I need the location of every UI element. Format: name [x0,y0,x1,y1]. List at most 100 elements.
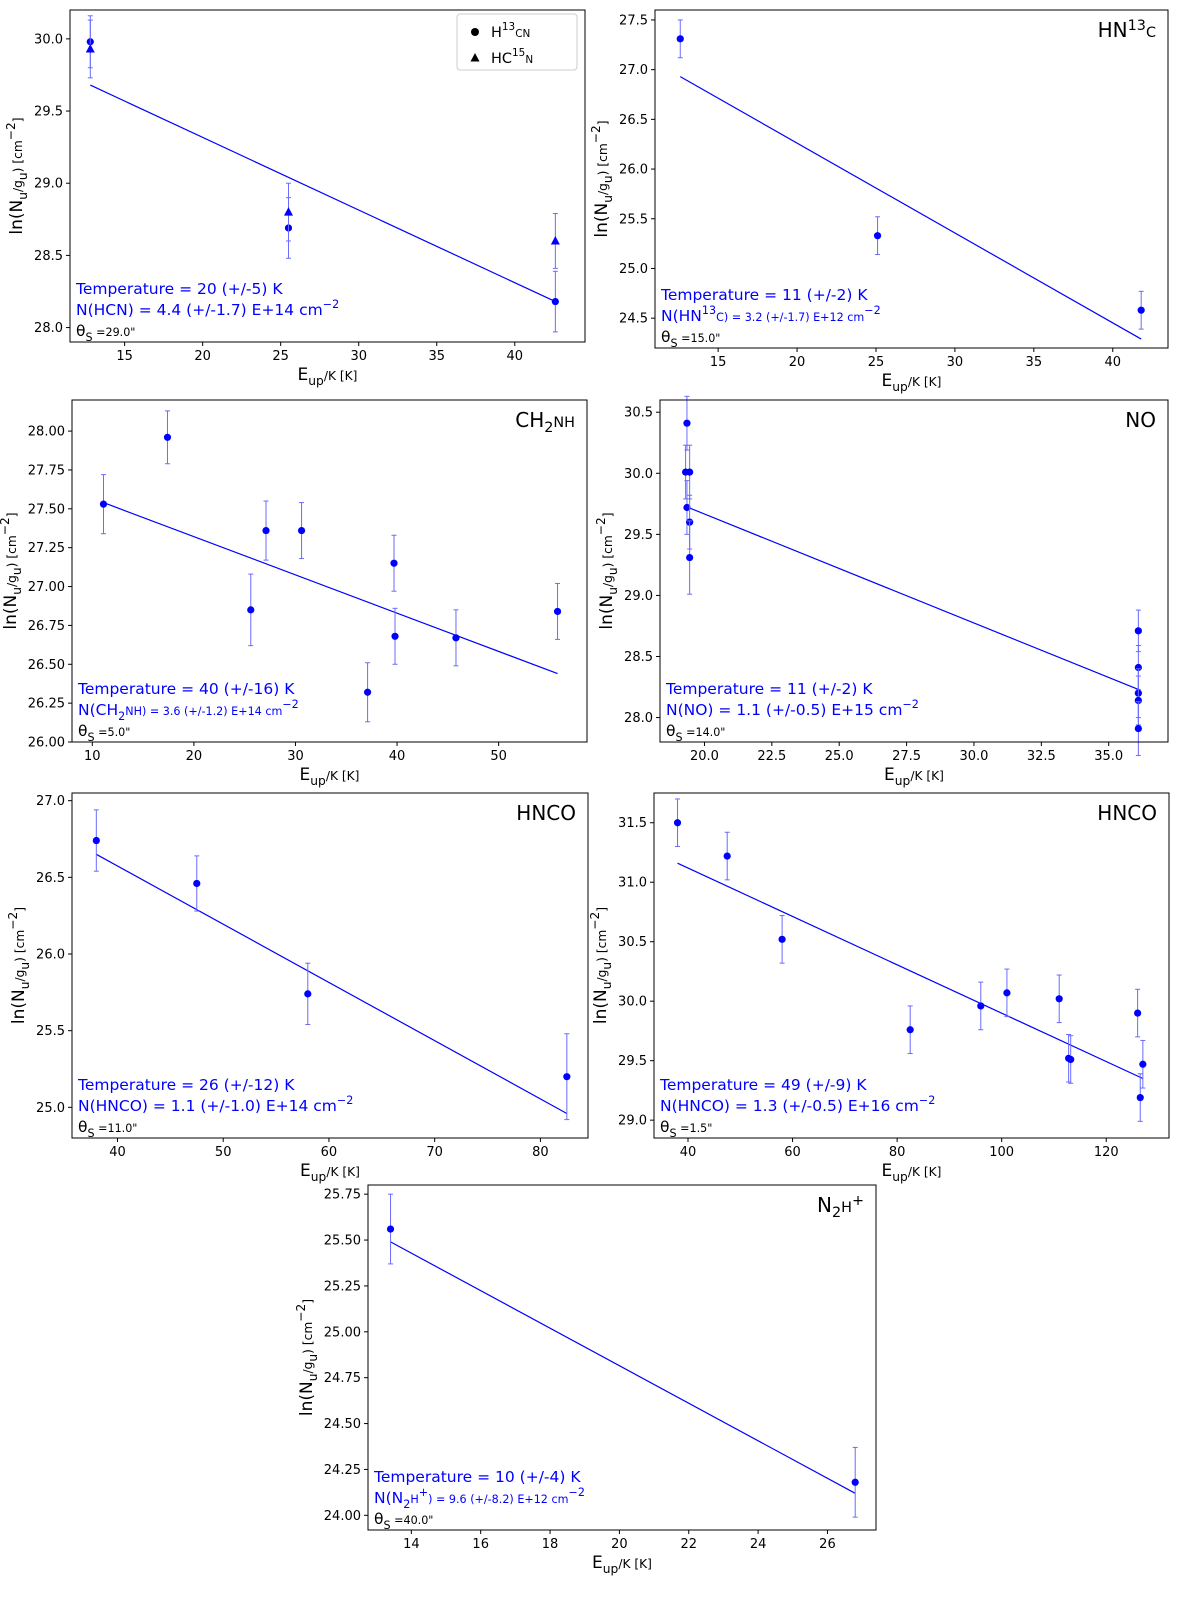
circle-marker [99,500,108,508]
x-tick-label: 40 [389,749,406,764]
x-axis-label: Eup/K [K] [298,365,358,388]
circle-marker [390,559,398,567]
data-point [193,855,201,912]
temperature-annotation: Temperature = 10 (+/-4) K [373,1468,581,1486]
circle-marker [1136,1093,1144,1102]
circle-marker [683,419,691,427]
y-tick-label: 26.75 [28,619,65,634]
x-tick-label: 26 [819,1537,836,1552]
fit-line [90,84,556,303]
y-tick-label: 31.5 [618,816,647,831]
circle-marker [778,935,786,943]
fit-line [390,1241,856,1494]
circle-marker [1055,995,1063,1003]
x-tick-label: 60 [784,1145,801,1160]
x-tick-label: 18 [542,1537,559,1552]
circle-marker [1134,724,1142,733]
legend-triangle-marker [470,53,480,62]
y-axis-label: ln(Nu/gu) [cm−2] [6,907,32,1024]
y-axis-label: ln(Nu/gu) [cm−2] [589,120,615,237]
y-tick-label: 26.0 [619,163,648,178]
y-tick-label: 24.75 [324,1371,361,1386]
circle-marker [563,1073,571,1081]
circle-marker [676,35,684,43]
circle-marker [1067,1055,1075,1064]
data-point [551,270,559,333]
temperature-annotation: Temperature = 20 (+/-5) K [75,280,283,298]
data-point [1055,974,1063,1024]
y-tick-label: 25.5 [619,212,648,227]
x-tick-label: 50 [215,1145,232,1160]
axes-frame [367,1184,877,1531]
data-point [1134,988,1142,1038]
legend-circle-marker [471,28,479,36]
column-density-annotation: N(HNCO) = 1.1 (+/-1.0) E+14 cm−2 [78,1094,353,1115]
fit-line [96,853,568,1114]
y-tick-label: 29.5 [624,528,653,543]
fit-line [677,862,1144,1080]
data-point [452,609,460,667]
data-point [163,410,172,465]
circle-marker [1134,1009,1142,1017]
fit-line [679,76,1142,340]
x-tick-label: 50 [490,749,507,764]
axes-frame [71,399,588,743]
triangle-marker [550,235,560,245]
y-tick-label: 25.5 [36,1024,65,1039]
y-tick-label: 26.50 [28,658,65,673]
data-point [676,19,684,59]
y-tick-label: 30.5 [624,406,653,421]
y-tick-label: 27.0 [36,794,65,809]
data-point [1139,1039,1147,1089]
y-axis-label: ln(Nu/gu) [cm−2] [594,512,620,629]
molecule-title: HNCO [516,801,576,825]
data-point [683,480,691,535]
x-tick-label: 22 [680,1537,697,1552]
data-point [390,534,398,592]
y-tick-label: 28.0 [624,711,653,726]
triangle-marker [283,207,293,216]
legend-label: H13CN [491,21,530,41]
data-point [977,981,985,1031]
circle-marker [92,836,100,845]
x-tick-label: 35 [1026,355,1043,370]
molecule-title: N2H+ [817,1193,864,1221]
y-tick-label: 26.25 [28,697,65,712]
y-tick-label: 29.0 [618,1114,647,1129]
data-point [673,798,682,848]
column-density-annotation: N(HCN) = 4.4 (+/-1.7) E+14 cm−2 [76,298,339,319]
x-tick-label: 20 [789,355,806,370]
data-point [391,607,399,665]
circle-marker [247,606,255,614]
y-tick-label: 26.5 [619,113,648,128]
x-tick-label: 14 [403,1537,420,1552]
circle-marker [391,632,399,640]
source-size-annotation: θS =1.5" [660,1118,712,1140]
x-tick-label: 30 [947,355,964,370]
y-tick-label: 31.0 [618,876,647,891]
axes-frame [659,399,1169,743]
circle-marker [873,232,882,240]
y-tick-label: 27.75 [28,463,65,478]
x-tick-label: 70 [426,1145,443,1160]
temperature-annotation: Temperature = 49 (+/-9) K [659,1076,867,1094]
data-point [363,662,372,723]
circle-marker [386,1225,395,1233]
circle-marker [1137,306,1145,314]
circle-marker [193,879,201,888]
chart-panel-1: 15 20 25 30 35 40 28.0 28.5 29.0 29.5 30.0 Eup/K [K… [4,9,586,388]
y-tick-label: 30.0 [624,467,653,482]
x-tick-label: 40 [680,1145,697,1160]
circle-marker [906,1026,914,1034]
x-tick-label: 20 [194,349,211,364]
circle-marker [452,634,460,642]
circle-marker [1134,627,1142,635]
x-tick-label: 25 [272,349,289,364]
axes-frame [69,9,586,343]
data-point [553,582,562,640]
y-tick-label: 27.00 [28,580,65,595]
chart-panel-5: 40 50 60 70 80 25.0 25.5 26.0 26.5 27.0 Eup/K [K] l… [6,792,589,1184]
column-density-annotation: N(CH2NH) = 3.6 (+/-1.2) E+14 cm−2 [78,698,299,723]
y-tick-label: 29.5 [618,1054,647,1069]
x-axis-label: Eup/K [K] [884,765,944,788]
